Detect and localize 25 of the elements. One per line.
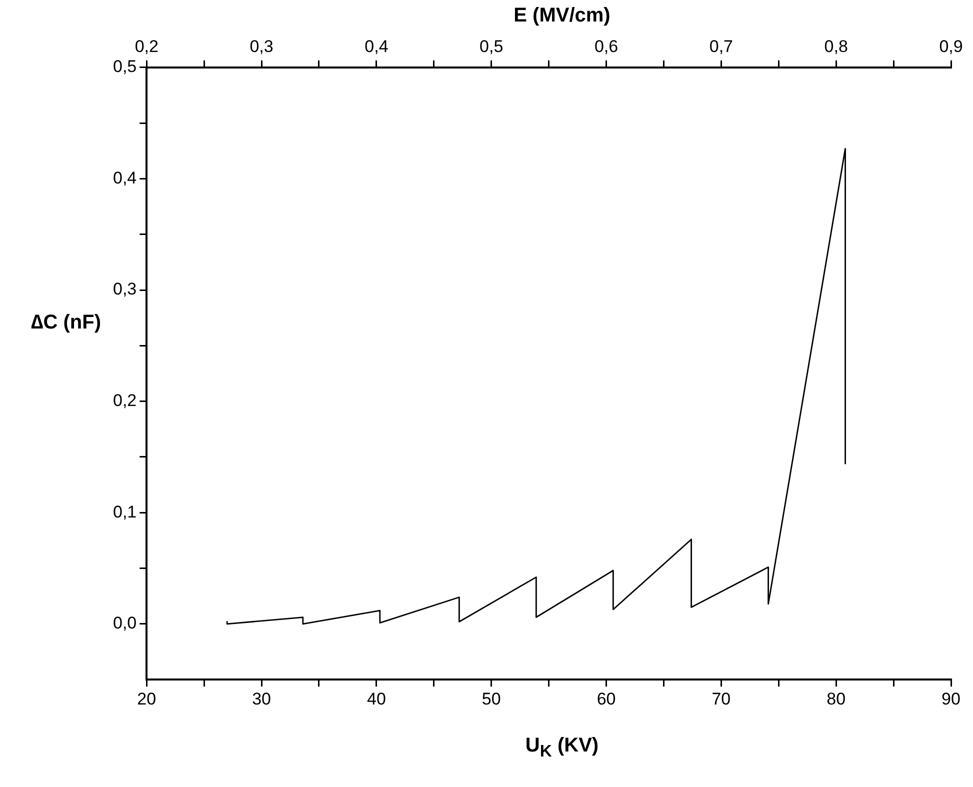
- x-tick-label: 20: [137, 689, 156, 708]
- x2-tick-label: 0,5: [480, 36, 504, 56]
- y-tick-label: 0,3: [112, 280, 137, 299]
- x2-tick-label: 0,3: [250, 36, 274, 56]
- x-tick-label: 90: [942, 689, 960, 708]
- y-tick-label: 0,0: [112, 614, 137, 633]
- x2-tick-label: 0,4: [364, 36, 388, 56]
- x-tick-label: 30: [252, 689, 272, 708]
- x2-tick-label: 0,9: [939, 36, 963, 56]
- x2-axis-title: E (MV/cm): [514, 4, 610, 28]
- x-tick-label: 70: [712, 689, 731, 708]
- x-tick-label: 60: [596, 689, 616, 708]
- y-tick-label: 0,1: [112, 502, 137, 522]
- y-tick-label: 0,2: [112, 391, 137, 410]
- y-tick-label: 0,4: [112, 168, 137, 188]
- x2-tick-label: 0,2: [134, 36, 158, 56]
- x2-tick-label: 0,6: [594, 36, 618, 56]
- x-axis-title: U$_{K}$ (KV): [525, 734, 599, 762]
- x-tick-label: 40: [366, 689, 386, 708]
- x2-tick-label: 0,8: [824, 36, 848, 56]
- x-tick-label: 80: [826, 689, 846, 708]
- x2-tick-label: 0,7: [709, 36, 733, 56]
- y-tick-label: 0,5: [112, 57, 137, 76]
- x-tick-label: 50: [482, 689, 501, 708]
- y-axis-title: ∆C (nF): [31, 312, 101, 334]
